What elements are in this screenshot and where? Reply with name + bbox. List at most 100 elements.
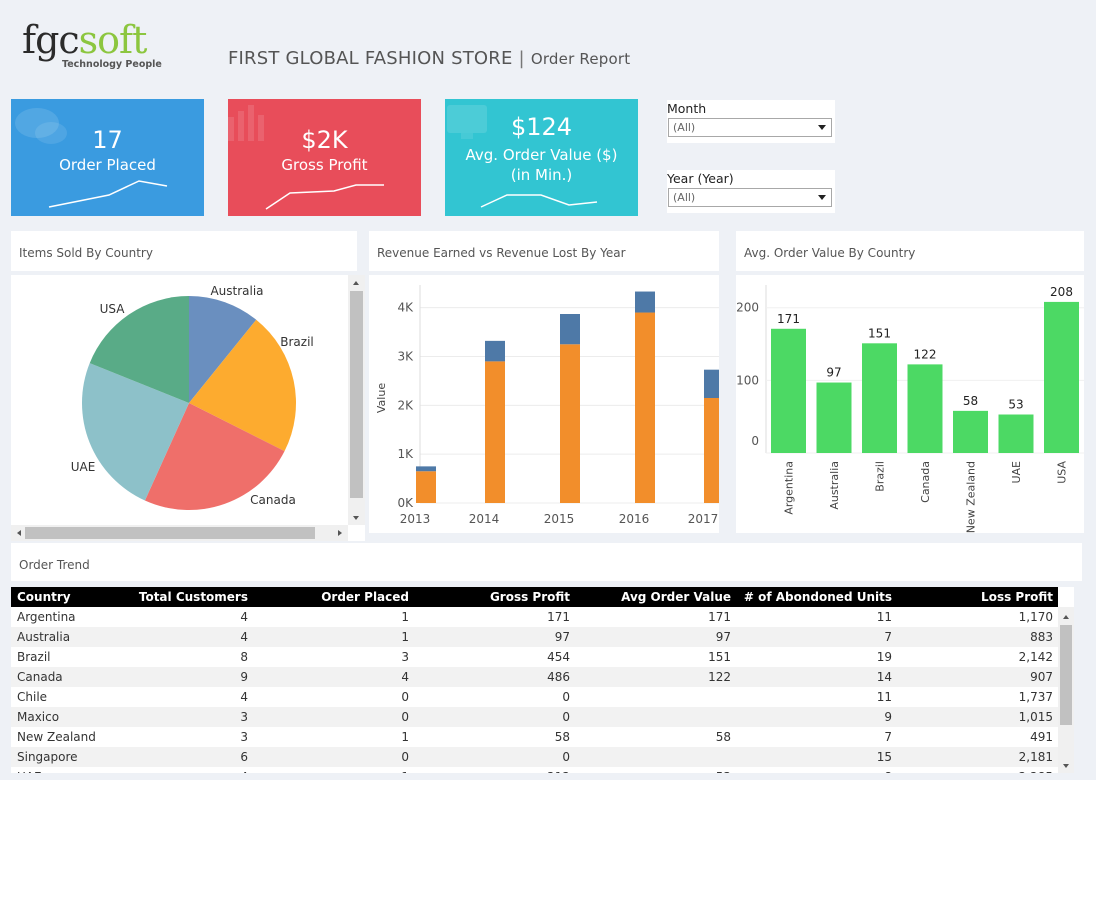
table-cell: 171 — [547, 610, 570, 624]
pie-chart[interactable]: Australia Brazil Canada UAE USA — [11, 275, 349, 525]
column-header[interactable]: # of Abondoned Units — [743, 590, 892, 604]
scroll-down-icon[interactable] — [353, 516, 359, 520]
table-cell: 1,737 — [1018, 690, 1053, 704]
revenue-bar-2014-s1[interactable] — [485, 340, 505, 362]
x-tick-label: Australia — [828, 461, 841, 510]
kpi-tile-avg-order: $124 Avg. Order Value ($) (in Min.) — [445, 99, 638, 216]
table-cell: 151 — [708, 650, 731, 664]
table-cell: 4 — [401, 670, 409, 684]
table-cell: 19 — [876, 650, 892, 664]
x-tick-label: Brazil — [874, 461, 887, 492]
table-cell: 4 — [240, 610, 248, 624]
table-cell: 58 — [554, 730, 570, 744]
column-header[interactable]: Country — [17, 590, 71, 604]
avg-bar-new-zealand[interactable] — [953, 410, 988, 453]
table-vertical-scrollbar[interactable] — [1058, 607, 1074, 773]
pie-slice-canada[interactable] — [144, 403, 285, 510]
revenue-bar-2014-s0[interactable] — [485, 361, 505, 503]
table-cell: 491 — [1030, 730, 1053, 744]
kpi-value: 17 — [92, 126, 123, 154]
table-cell: 3 — [240, 710, 248, 724]
kpi-label: Avg. Order Value ($) — [465, 146, 618, 164]
column-header[interactable]: Avg Order Value — [621, 590, 731, 604]
data-label: 171 — [777, 312, 800, 326]
year-select-value: (All) — [673, 191, 696, 204]
table-cell: 3 — [401, 650, 409, 664]
revenue-bar-2017-s0[interactable] — [704, 398, 724, 503]
table-row: Maxico 3 0 0 9 1,015 — [11, 707, 1058, 727]
avg-bar-canada[interactable] — [907, 364, 943, 453]
table-cell: 9 — [240, 670, 248, 684]
x-tick-label: 2016 — [619, 512, 650, 526]
y-tick-label: 2K — [397, 398, 414, 412]
table-cell: 53 — [716, 770, 731, 773]
revenue-bar-2015-s1[interactable] — [560, 314, 580, 345]
avg-bar-uae[interactable] — [998, 414, 1034, 454]
scroll-up-icon[interactable] — [1063, 615, 1069, 619]
avg-bar-argentina[interactable] — [771, 328, 806, 453]
table-cell: Maxico — [17, 710, 60, 724]
pie-vertical-scrollbar[interactable] — [348, 275, 365, 525]
avg-bar-brazil[interactable] — [862, 343, 897, 453]
fgcsoft-logo: fgcsoft Technology People — [22, 18, 172, 74]
revenue-bar-chart[interactable]: 0K 1K 2K 3K 4K Value 2013 2014 2015 2016 2017 — [369, 275, 724, 533]
table-cell: New Zealand — [17, 730, 96, 744]
data-label: 58 — [963, 394, 978, 408]
scroll-up-icon[interactable] — [353, 281, 359, 285]
chevron-down-icon[interactable] — [818, 125, 826, 130]
revenue-bar-2015-s0[interactable] — [560, 344, 580, 503]
table-cell: UAE — [17, 770, 42, 773]
table-cell: 97 — [715, 630, 731, 644]
avg-bar-australia[interactable] — [816, 382, 852, 453]
scrollbar-thumb[interactable] — [25, 527, 315, 539]
table-cell: 0 — [562, 750, 570, 764]
table-row: Chile 4 0 0 11 1,737 — [11, 687, 1058, 707]
column-header[interactable]: Total Customers — [138, 590, 248, 604]
month-select[interactable]: (All) — [668, 118, 832, 137]
x-tick-label: 2013 — [400, 512, 431, 526]
revenue-bar-2017-s1[interactable] — [704, 369, 724, 398]
month-filter-label: Month — [667, 101, 707, 116]
pie-label-brazil: Brazil — [280, 335, 314, 349]
column-header[interactable]: Order Placed — [321, 590, 409, 604]
scroll-left-icon[interactable] — [17, 530, 21, 536]
kpi-label: Order Placed — [59, 156, 156, 174]
table-cell: 97 — [554, 630, 570, 644]
kpi-label-unit: (in Min.) — [510, 166, 573, 184]
table-cell: 4 — [240, 690, 248, 704]
table-cell: 1 — [401, 770, 409, 773]
order-trend-table: Country Total Customers Order Placed Gross … — [11, 587, 1074, 773]
table-cell: 0 — [401, 710, 409, 724]
revenue-bar-2013-s0[interactable] — [416, 471, 436, 503]
revenue-bar-2016-s1[interactable] — [635, 291, 655, 313]
pie-slice-brazil[interactable] — [189, 319, 296, 452]
scroll-down-icon[interactable] — [1063, 764, 1069, 768]
x-tick-label: Argentina — [783, 461, 796, 515]
year-select[interactable]: (All) — [668, 188, 832, 207]
revenue-bar-2016-s0[interactable] — [635, 312, 655, 503]
scroll-right-icon[interactable] — [338, 530, 342, 536]
kpi-tile-profit: $2K Gross Profit — [228, 99, 421, 216]
avg-bar-usa[interactable] — [1044, 301, 1079, 453]
x-tick-label: USA — [1056, 461, 1069, 484]
month-filter: Month (All) — [667, 100, 835, 143]
avg-order-chart-panel: 0 100 200 171 Argentina 97 Australia 151 Brazil 1… — [736, 275, 1084, 533]
pie-slice-australia[interactable] — [189, 296, 257, 403]
revenue-bar-2013-s1[interactable] — [416, 466, 436, 472]
pie-horizontal-scrollbar[interactable] — [11, 525, 348, 541]
column-header[interactable]: Gross Profit — [489, 590, 570, 604]
data-label: 122 — [914, 347, 937, 361]
title-separator: | — [518, 48, 525, 69]
pie-slice-uae[interactable] — [81, 363, 189, 501]
table-cell: 486 — [547, 670, 570, 684]
scrollbar-thumb[interactable] — [1060, 625, 1072, 725]
table-cell: 0 — [562, 710, 570, 724]
table-cell: 454 — [547, 650, 570, 664]
table-cell: 7 — [884, 630, 892, 644]
column-header[interactable]: Loss Profit — [981, 590, 1053, 604]
scrollbar-thumb[interactable] — [350, 291, 363, 498]
revenue-chart-panel: 0K 1K 2K 3K 4K Value 2013 2014 2015 2016 2017 — [369, 275, 724, 533]
avg-order-bar-chart[interactable]: 0 100 200 171 Argentina 97 Australia 151 Brazil 1… — [736, 275, 1084, 533]
chevron-down-icon[interactable] — [818, 195, 826, 200]
pie-slice-usa[interactable] — [89, 296, 189, 403]
